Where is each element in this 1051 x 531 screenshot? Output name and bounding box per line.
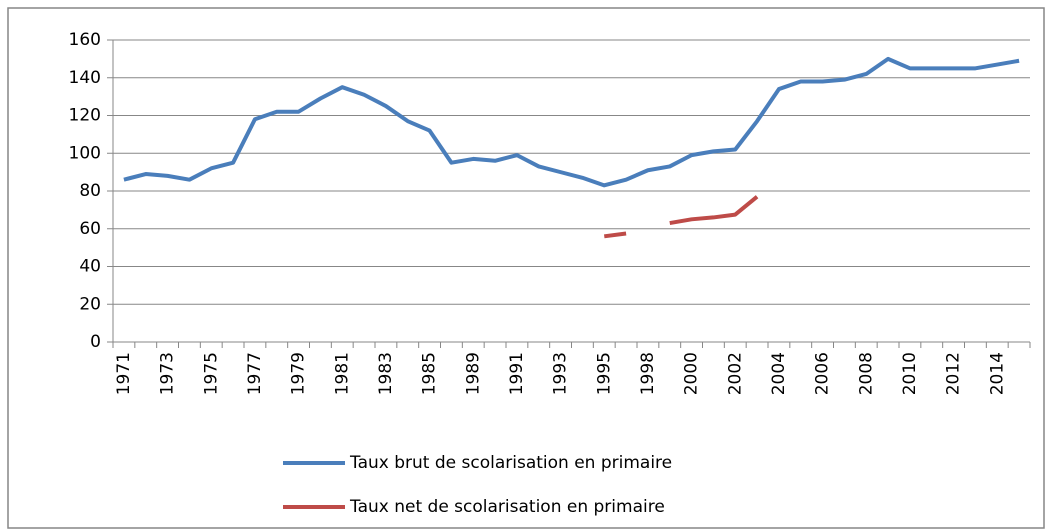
x-tick-label: 2014 [987, 352, 1007, 395]
x-tick-label: 1985 [420, 352, 440, 395]
series-line [123, 56, 1020, 188]
x-tick-label: 1981 [332, 352, 352, 395]
x-tick-label: 1977 [245, 352, 265, 395]
x-tick-label: 1995 [594, 352, 614, 395]
y-tick-label: 140 [69, 68, 101, 88]
x-tick-label: 2000 [682, 352, 702, 395]
x-tick-label: 1989 [463, 352, 483, 395]
x-tick-label: 2012 [944, 352, 964, 395]
y-tick-label: 160 [69, 30, 101, 50]
x-tick-label: 1998 [638, 352, 658, 395]
series-line [603, 195, 759, 239]
x-tick-label: 2004 [769, 352, 789, 395]
x-tick-label: 1971 [114, 352, 134, 395]
y-tick-label: 60 [79, 219, 101, 239]
y-tick-label: 100 [69, 143, 101, 163]
legend-label: Taux brut de scolarisation en primaire [349, 453, 672, 473]
y-tick-label: 0 [90, 332, 101, 352]
x-tick-label: 1993 [551, 352, 571, 395]
x-tick-label: 2006 [813, 352, 833, 395]
y-tick-label: 20 [79, 294, 101, 314]
x-tick-label: 1983 [376, 352, 396, 395]
x-tick-label: 2008 [856, 352, 876, 395]
y-tick-label: 80 [79, 181, 101, 201]
x-tick-label: 2002 [725, 352, 745, 395]
chart-border [7, 7, 1045, 529]
x-tick-label: 2010 [900, 352, 920, 395]
x-tick-label: 1973 [158, 352, 178, 395]
y-tick-label: 40 [79, 257, 101, 277]
x-tick-label: 1979 [289, 352, 309, 395]
x-tick-label: 1991 [507, 352, 527, 395]
legend-label: Taux net de scolarisation en primaire [349, 497, 665, 517]
x-tick-label: 1975 [201, 352, 221, 395]
y-tick-label: 120 [69, 106, 101, 126]
